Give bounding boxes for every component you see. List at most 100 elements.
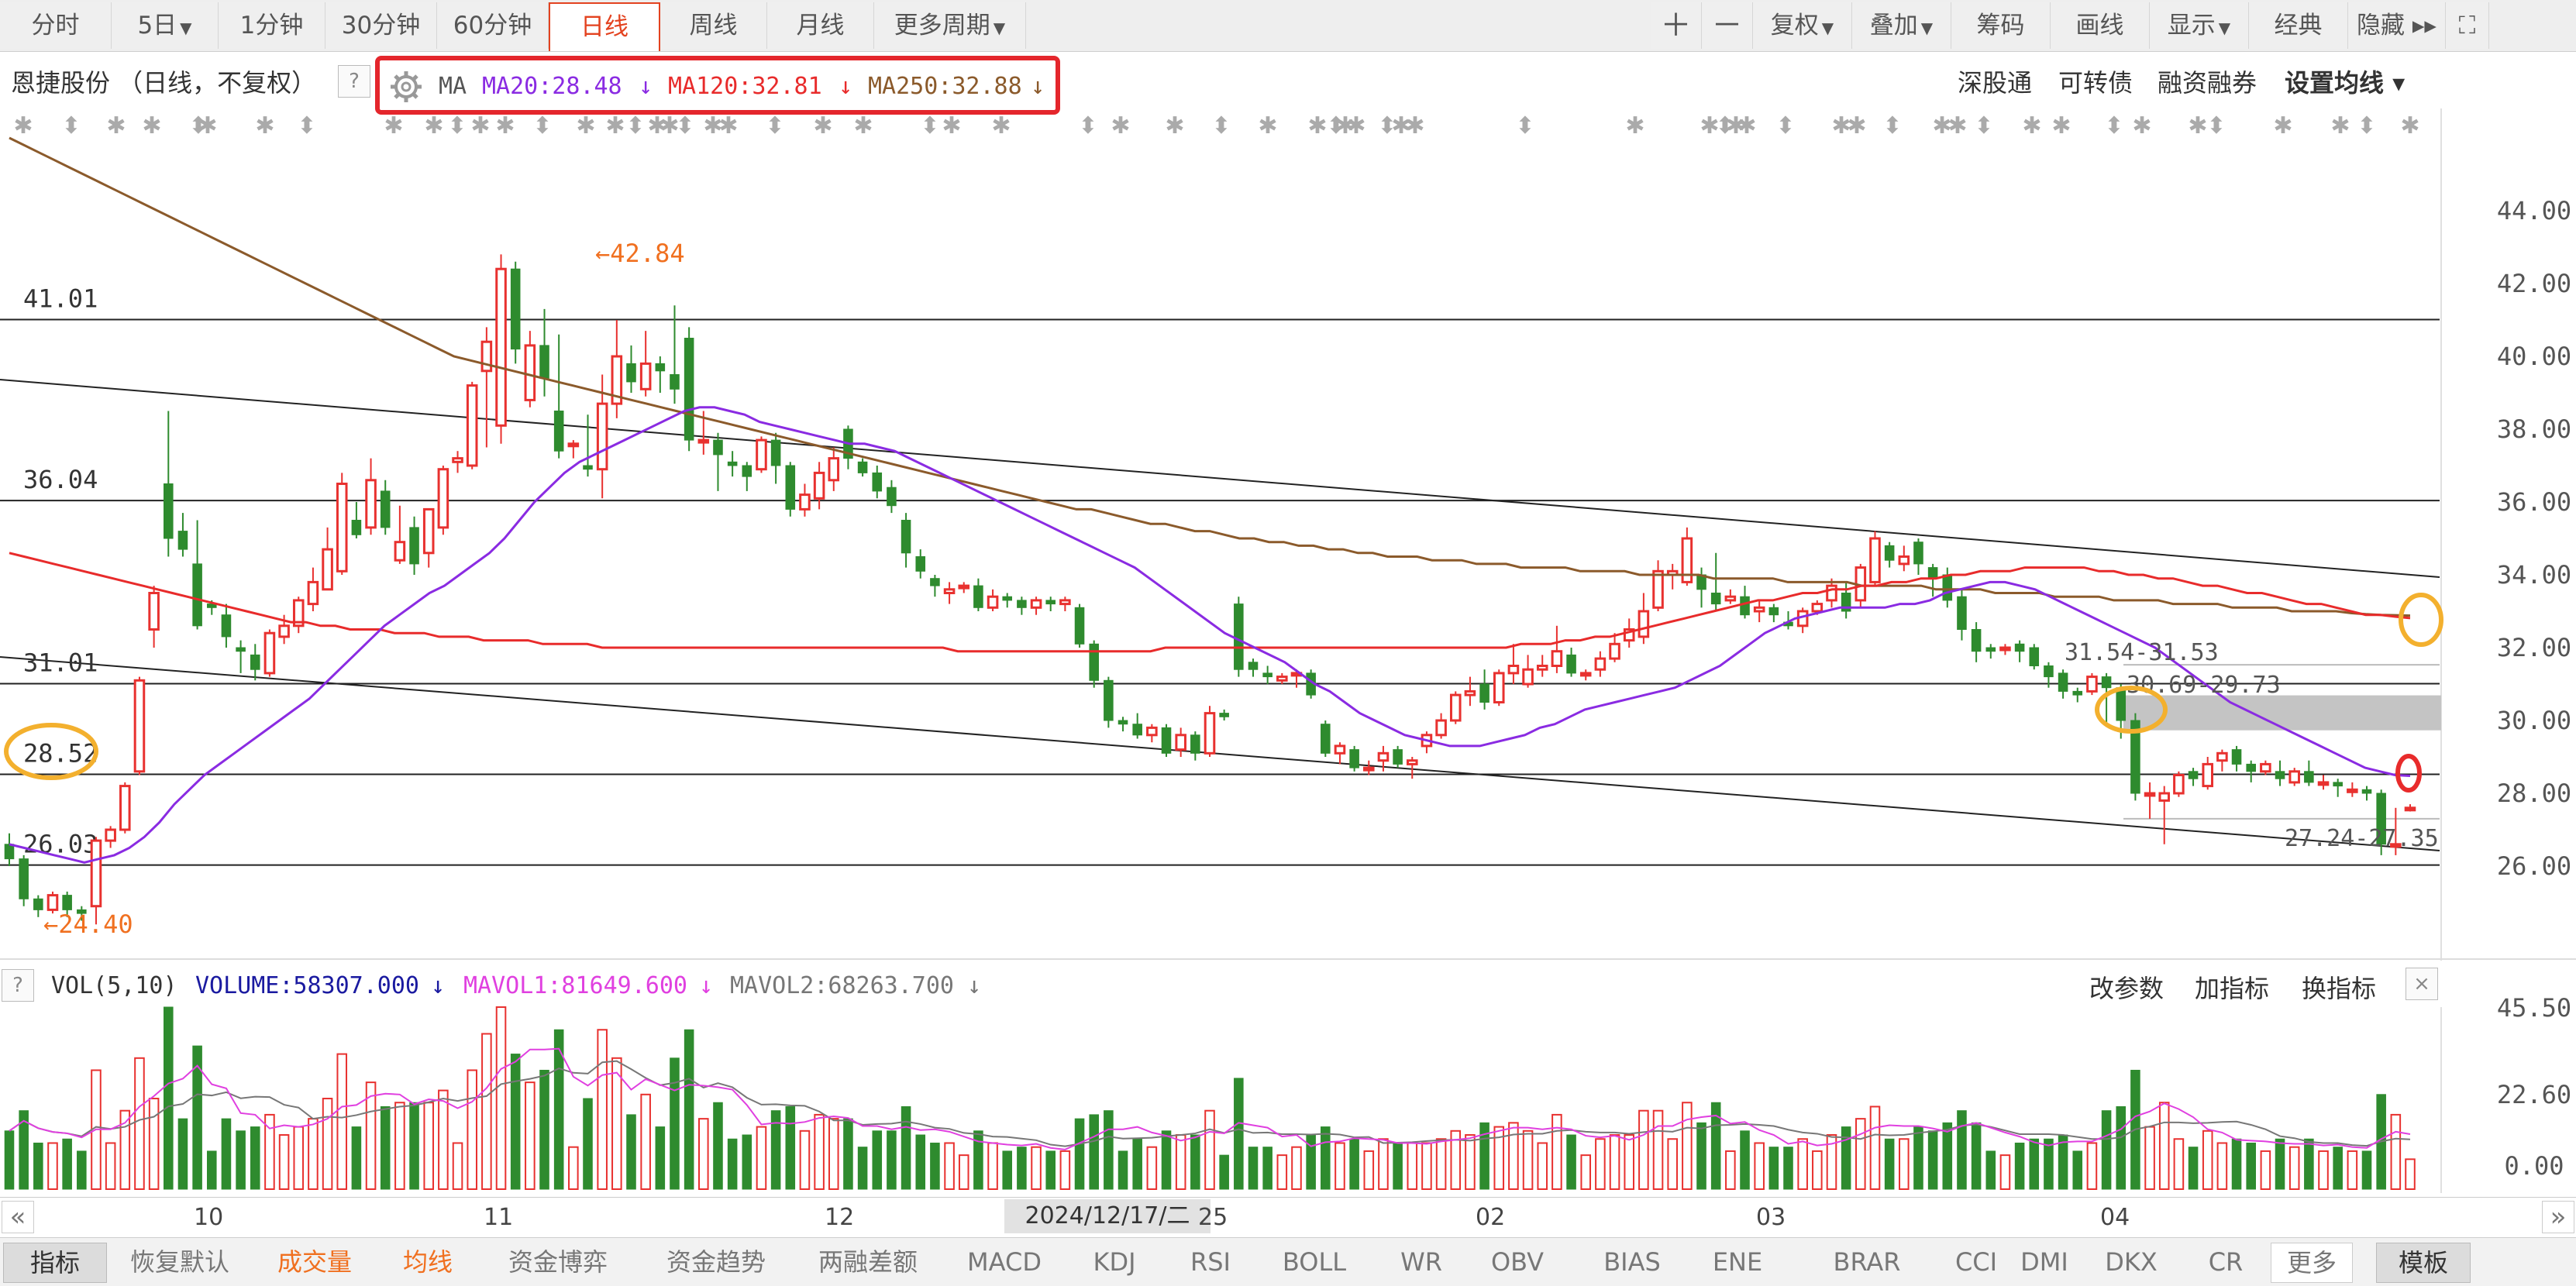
volume-bar [2347,1150,2358,1191]
indicator-tab-4[interactable]: 资金博弈 [508,1247,608,1277]
toolbar-right-btn-2[interactable]: 复权 ▼ [1753,2,1852,49]
volume-bar [525,1081,536,1190]
period-tab-4[interactable]: 60分钟 [437,2,549,49]
link-convertible-bond[interactable]: 可转债 [2058,68,2133,98]
indicator-tab-10[interactable]: BOLL [1282,1247,1347,1277]
candle-body [2216,751,2228,762]
volume-bar [1884,1138,1895,1190]
settings-gear-icon[interactable] [389,70,423,104]
toolbar-right-btn-4[interactable]: 筹码 [1951,2,2051,49]
period-tab-6[interactable]: 周线 [660,2,767,49]
news-marker-icon: ⬍ [920,112,939,139]
indicator-tab-17[interactable]: DMI [2020,1247,2068,1277]
indicator-tab-15[interactable]: BRAR [1833,1247,1901,1277]
indicator-tab-0[interactable]: 指标 [3,1243,107,1283]
period-tab-1[interactable]: 5日 ▼ [112,2,219,49]
toolbar-right-btn-8[interactable]: 隐藏 ▸▸ [2348,2,2446,49]
candle-body [2288,770,2300,784]
volume-bar [2202,1130,2213,1191]
vol-y-tick: 45.50 [2497,993,2571,1023]
toolbar-right-btn-6[interactable]: 显示 ▼ [2150,2,2249,49]
indicator-tab-2[interactable]: 成交量 [277,1247,352,1277]
indicator-tab-6[interactable]: 两融差额 [818,1247,918,1277]
indicator-tab-21[interactable]: 模板 [2376,1243,2471,1283]
indicator-tab-13[interactable]: BIAS [1603,1247,1661,1277]
volume-bar [1378,1138,1389,1190]
add-indicator-link[interactable]: 加指标 [2195,974,2270,1003]
candlestick-chart[interactable]: 44.00 42.00 40.00 38.00 36.00 34.00 32.00 30.00… [0,108,2576,961]
candle-body [1740,596,1750,616]
scroll-left-icon[interactable]: « [2,1201,34,1233]
volume-bar [1435,1138,1447,1190]
volume-help-button[interactable]: ? [2,969,34,1002]
period-tab-7[interactable]: 月线 [767,2,874,49]
volume-bar [1551,1113,1562,1191]
news-marker-icon: ✱ [1405,112,1424,139]
link-shengutong[interactable]: 深股通 [1958,68,2033,98]
low-price-label: ←24.40 [43,909,133,939]
toolbar-right-btn-0[interactable]: ＋ [1651,2,1702,49]
toolbar-right-btn-9[interactable]: ⛶ [2446,2,2489,49]
news-marker-icon: ⬍ [61,112,81,139]
volume-bar [250,1126,260,1190]
volume-bar [2304,1138,2314,1190]
period-tab-5[interactable]: 日线 [549,2,660,51]
volume-bar [236,1130,246,1190]
volume-bar [553,1029,564,1190]
candle-body [322,548,333,591]
candle-body [639,362,652,390]
volume-value: VOLUME:58307.000 [195,972,419,999]
toolbar-right-btn-7[interactable]: 经典 [2249,2,2348,49]
volume-chart[interactable]: 45.50 22.60 0.00 [0,961,2576,1197]
period-tab-0[interactable]: 分时 [0,2,112,49]
indicator-tab-12[interactable]: OBV [1490,1247,1545,1277]
toolbar-right-btn-1[interactable]: － [1702,2,1753,49]
volume-bar [1942,1122,1953,1190]
volume-bar [944,1142,955,1191]
candle-body [409,527,419,565]
period-tab-2[interactable]: 1分钟 [219,2,325,49]
candle-body [943,588,956,594]
indicator-tab-16[interactable]: CCI [1954,1247,1998,1277]
toolbar-right-btn-5[interactable]: 画线 [2051,2,2150,49]
link-margin-trading[interactable]: 融资融券 [2158,68,2257,98]
mavol1-line [9,1047,2411,1150]
candle-body [2044,665,2054,678]
indicator-tab-5[interactable]: 资金趋势 [666,1247,766,1277]
toolbar-right-btn-3[interactable]: 叠加 ▼ [1852,2,1951,49]
news-marker-icon: ✱ [2022,112,2041,139]
indicator-tab-8[interactable]: KDJ [1093,1247,1136,1277]
volume-bar [814,1113,825,1191]
set-ma-dropdown[interactable]: 设置均线 ▾ [2285,68,2406,98]
switch-indicator-link[interactable]: 换指标 [2302,974,2377,1003]
scroll-right-icon[interactable]: » [2542,1201,2574,1233]
indicator-tab-1[interactable]: 恢复默认 [129,1247,229,1277]
news-marker-icon: ✱ [495,112,515,139]
indicator-tab-18[interactable]: DKX [2105,1247,2158,1277]
news-marker-icon: ✱ [605,112,625,139]
indicator-tab-20[interactable]: 更多 [2271,1243,2353,1283]
news-marker-icon: ✱ [647,112,666,139]
indicator-tab-7[interactable]: MACD [967,1247,1042,1277]
volume-bar [901,1105,911,1190]
candle-body [105,828,116,842]
help-button[interactable]: ? [338,65,370,98]
volume-bar [1204,1109,1215,1190]
indicator-tab-9[interactable]: RSI [1190,1247,1231,1277]
news-marker-icon: ✱ [942,112,961,139]
volume-bar [1913,1126,1923,1190]
indicator-tab-3[interactable]: 均线 [402,1247,453,1277]
candle-body [365,479,377,529]
indicator-tab-11[interactable]: WR [1400,1247,1442,1277]
close-indicator-icon[interactable]: × [2406,968,2438,1000]
news-marker-icon: ✱ [813,112,832,139]
period-tab-8[interactable]: 更多周期 ▼ [874,2,1026,49]
indicator-tab-14[interactable]: ENE [1712,1247,1763,1277]
candle-body [394,541,406,562]
y-tick-label: 38.00 [2497,414,2571,444]
period-tab-3[interactable]: 30分钟 [325,2,437,49]
edit-params-link[interactable]: 改参数 [2089,974,2164,1003]
news-marker-icon: ✱ [198,112,217,139]
indicator-tab-19[interactable]: CR [2208,1247,2244,1277]
candle-body [1262,672,1273,678]
